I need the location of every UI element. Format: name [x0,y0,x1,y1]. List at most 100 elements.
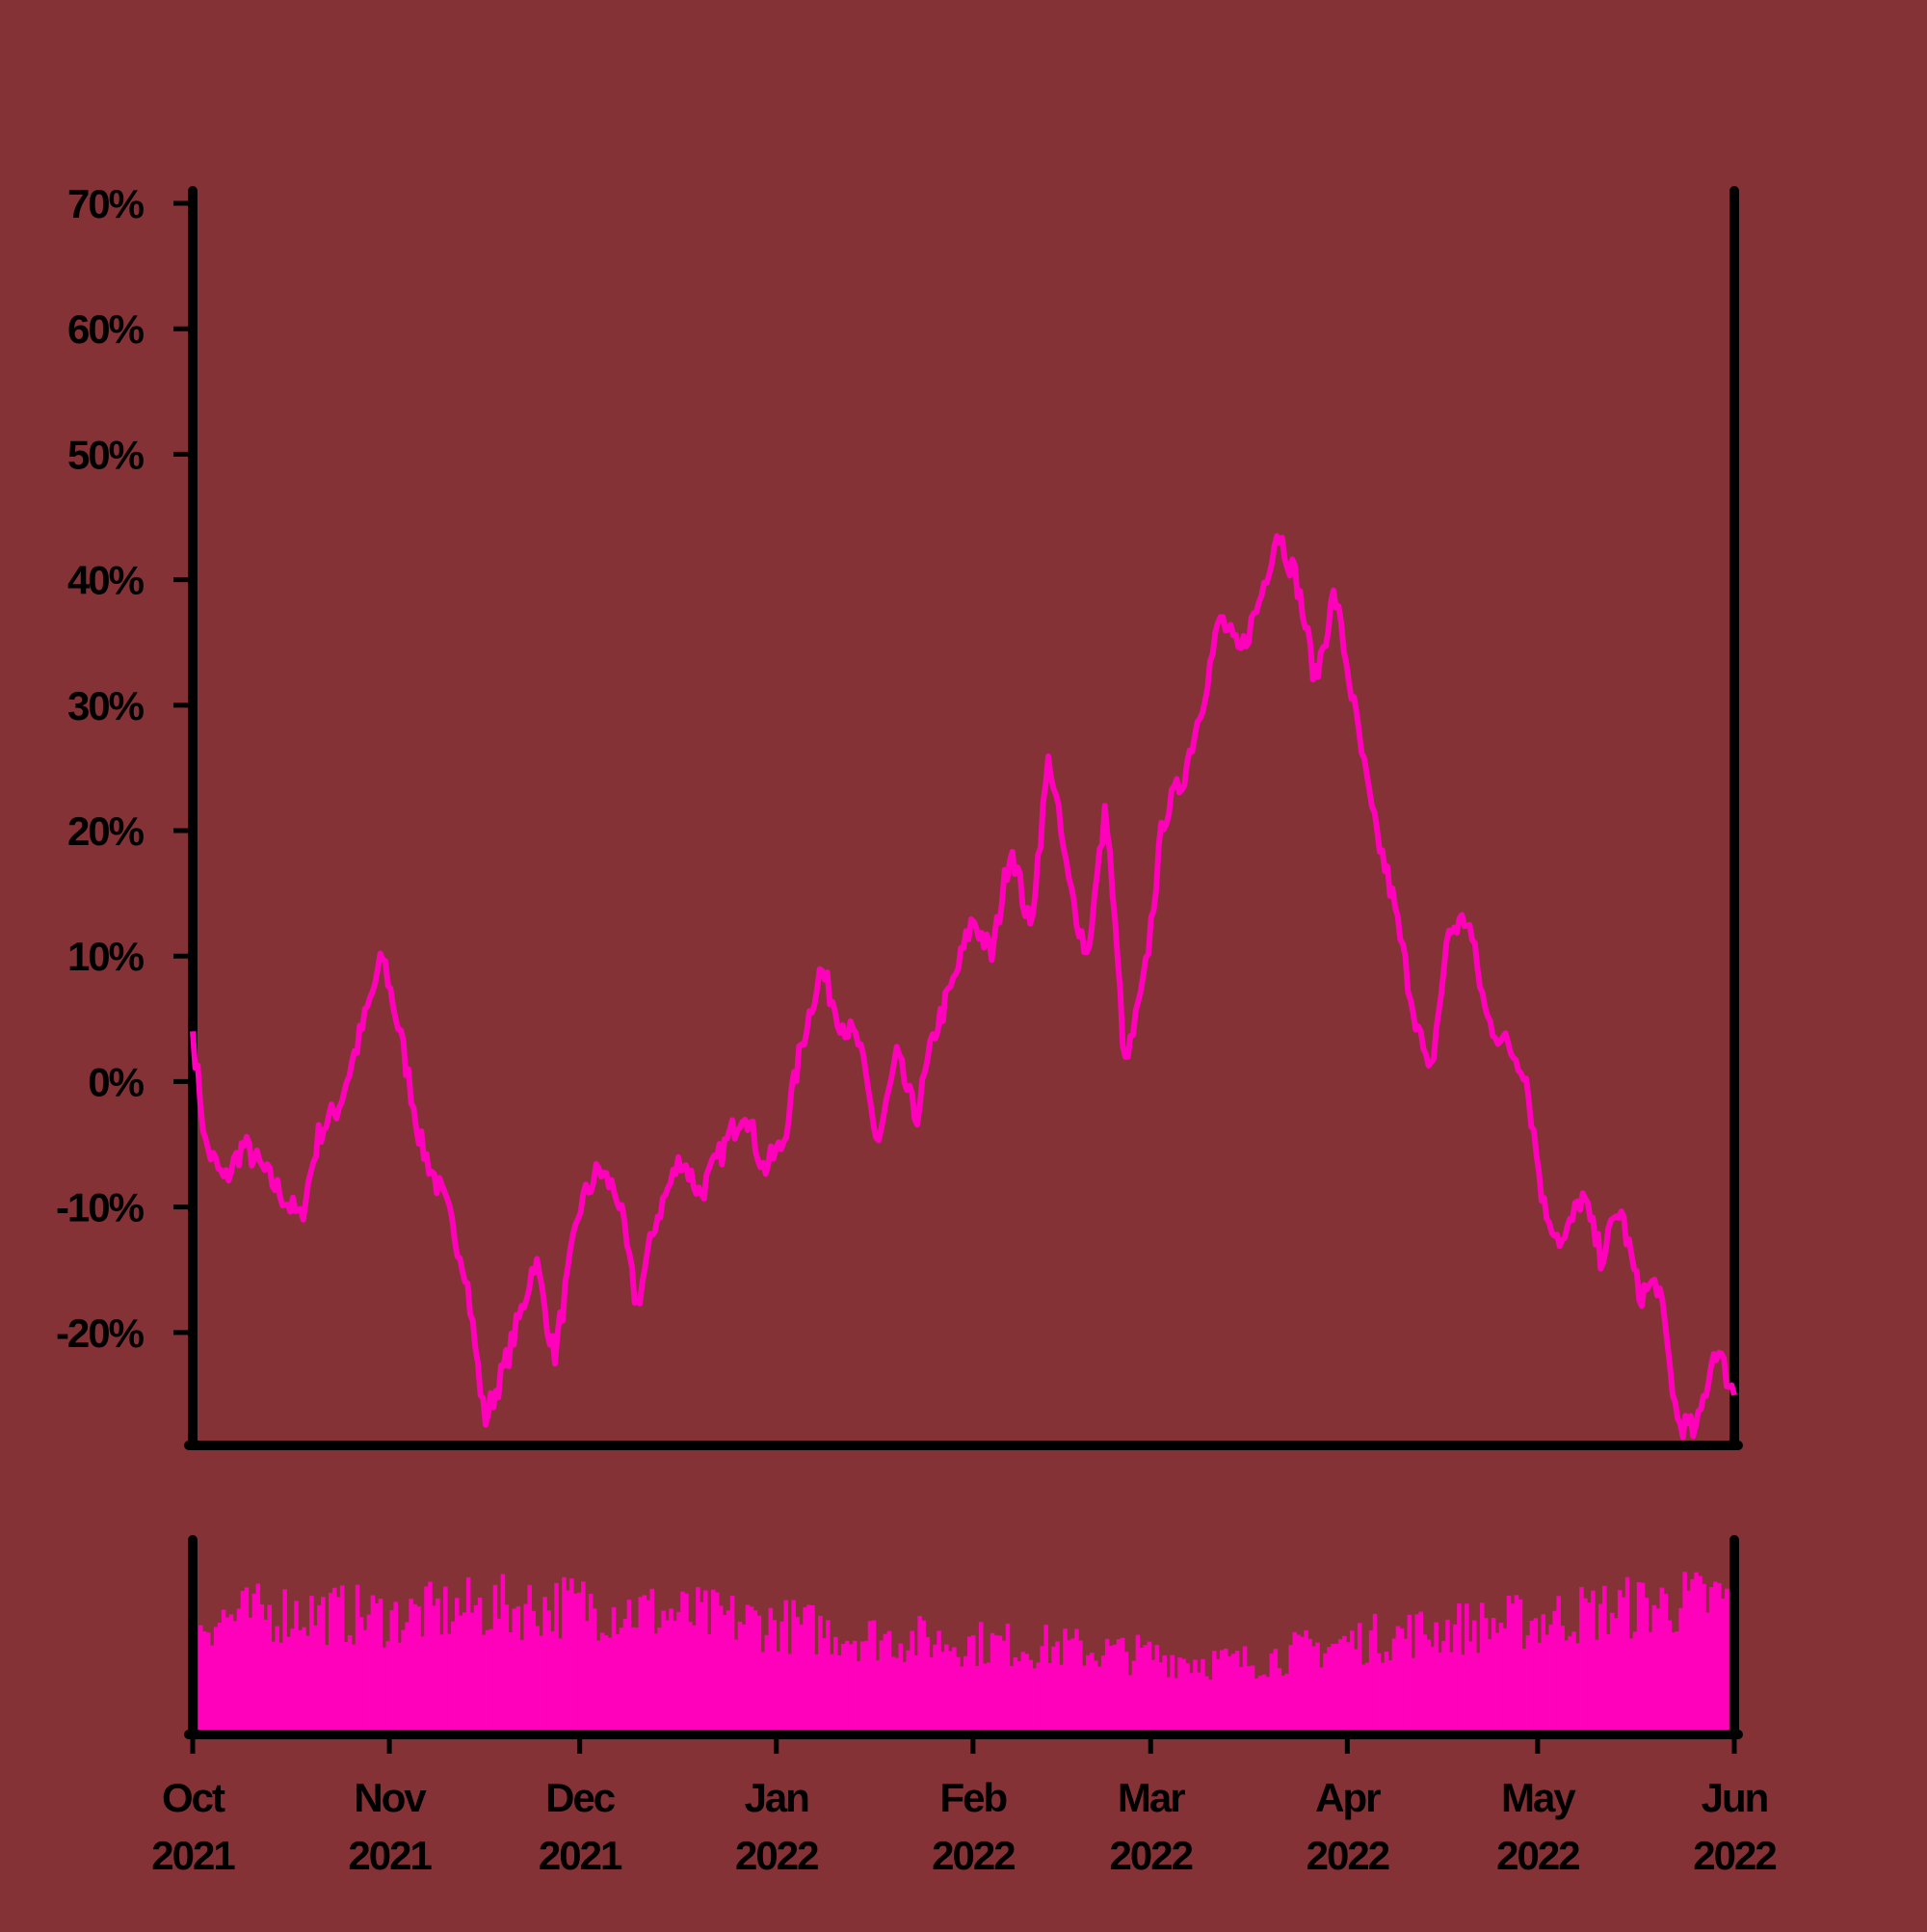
volume-bar [1013,1656,1018,1734]
volume-bar [859,1641,865,1734]
volume-bar [1640,1582,1646,1734]
volume-bar [1201,1658,1205,1734]
x-tick-label-year: 2022 [1307,1833,1389,1878]
volume-bar [1334,1643,1339,1734]
volume-bar [1216,1658,1221,1734]
volume-bar [680,1591,685,1734]
volume-bar [1193,1659,1198,1734]
x-tick-label-year: 2022 [1110,1833,1193,1878]
x-ticks: Oct 2021 Nov 2021 Dec 2021 Jan 2022 Feb 2022 Mar 20… [151,1734,1778,1878]
volume-bar [1472,1620,1477,1734]
volume-bar [929,1657,934,1734]
volume-bar [1364,1662,1370,1734]
volume-bar [1544,1634,1550,1734]
volume-bar [1533,1618,1539,1734]
volume-bar [1238,1667,1244,1734]
volume-bar [267,1604,273,1734]
volume-bar [856,1660,861,1734]
volume-bar [1468,1641,1473,1734]
volume-bar [1445,1619,1450,1734]
volume-bar [366,1614,372,1734]
volume-bar [1331,1644,1335,1734]
volume-bar [451,1621,456,1734]
volume-bar [1644,1598,1650,1734]
volume-bar [221,1609,226,1734]
y-tick-label: 40% [67,558,145,603]
volume-bar [1598,1603,1603,1734]
volume-bar [584,1621,590,1734]
volume-bar [473,1604,479,1734]
y-tick-label: -20% [56,1310,145,1356]
volume-bar [1170,1654,1175,1734]
y-tick-label: 20% [67,808,145,854]
volume-bar [603,1635,609,1734]
volume-bar [1461,1654,1465,1734]
volume-bar [673,1620,677,1734]
volume-bar [1024,1654,1030,1734]
volume-bar [263,1619,269,1734]
volume-bar [305,1635,310,1734]
y-ticks: -20% -10% 0% 10% 20% 30% 40% 50% 60% 70% [56,181,193,1356]
volume-bar [1521,1648,1527,1734]
volume-bar [1009,1665,1015,1734]
volume-bar [1261,1674,1267,1734]
volume-bar [465,1576,471,1734]
volume-bar [661,1610,666,1734]
volume-bar [259,1604,265,1734]
volume-bar [1636,1581,1642,1734]
volume-bar [328,1593,333,1734]
volume-bar [1096,1666,1102,1734]
volume-bar [1116,1639,1122,1734]
volume-bar [527,1584,532,1734]
volume-bar [913,1654,918,1734]
volume-bar [1357,1623,1362,1734]
volume-bar [201,1630,207,1734]
volume-bar [1051,1646,1056,1734]
x-tick-label-year: 2022 [1693,1833,1776,1878]
volume-bar [1498,1623,1504,1734]
volume-bar [599,1632,605,1734]
volume-bar [1093,1660,1098,1734]
x-tick-label-year: 2022 [1496,1833,1579,1878]
volume-bar [1721,1598,1726,1734]
x-tick-label-year: 2021 [151,1833,235,1878]
volume-bar [512,1608,517,1734]
volume-bar [1391,1638,1397,1734]
volume-bar [1036,1662,1041,1734]
volume-bar [573,1593,578,1734]
volume-bar [531,1610,536,1734]
volume-bar [722,1615,727,1734]
volume-bar [910,1630,914,1734]
volume-bar [1525,1635,1531,1734]
x-tick-label-year: 2022 [735,1833,818,1878]
volume-bar [228,1614,234,1734]
volume-bar [894,1657,900,1734]
volume-bar [1067,1640,1071,1734]
volume-bar [309,1596,314,1734]
volume-bar [871,1620,877,1734]
volume-bar [1277,1668,1282,1734]
volume-bar [1465,1603,1469,1734]
volume-bar [1514,1595,1519,1734]
volume-bar [1624,1576,1630,1734]
volume-bar [546,1610,551,1734]
volume-bar [844,1640,850,1734]
volume-bar [1632,1631,1638,1734]
volume-bar [325,1645,330,1734]
volume-bar [1601,1585,1607,1734]
volume-bar [205,1632,211,1734]
volume-bar [1628,1638,1634,1734]
volume-bar [577,1592,582,1734]
y-tick-label: 0% [88,1059,144,1104]
volume-bar [362,1629,368,1734]
volume-bar [447,1633,452,1734]
volume-bar [810,1605,815,1734]
volume-bar [236,1608,242,1734]
volume-bar [840,1644,846,1734]
volume-bar [1257,1676,1263,1734]
volume-bar [1273,1649,1279,1734]
volume-bar [358,1617,364,1734]
volume-bar [1678,1607,1683,1734]
volume-bar [1648,1631,1653,1734]
